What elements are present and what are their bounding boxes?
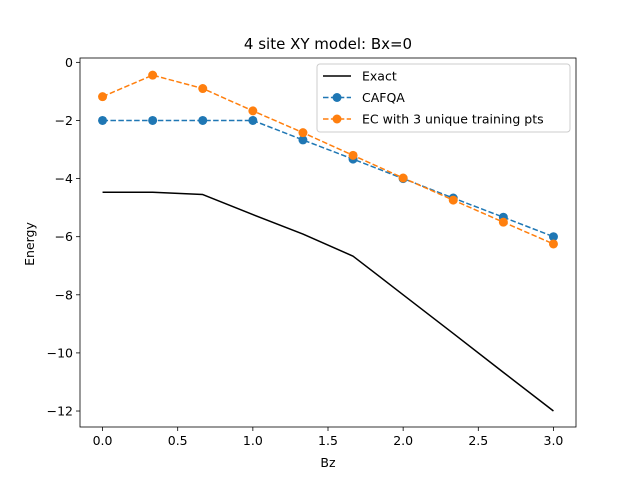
y-tick-label: −10 [47, 345, 73, 360]
series-line-2 [102, 74, 554, 245]
axes-frame [79, 57, 577, 428]
legend-frame [316, 63, 571, 133]
data-point [98, 115, 108, 125]
legend: Exact CAFQA EC with 3 unique training pts [316, 63, 571, 133]
data-point [298, 135, 308, 145]
data-point [148, 70, 158, 80]
data-point [398, 173, 408, 183]
data-point [198, 84, 208, 94]
y-tick-label: 0 [65, 55, 73, 70]
legend-marker-2 [332, 114, 342, 124]
x-axis-title: Bz [320, 455, 336, 470]
legend-marker-1 [332, 93, 342, 102]
y-tick-label: −12 [47, 404, 73, 419]
data-point [298, 128, 308, 138]
data-point [248, 115, 258, 125]
y-tick-label: −2 [55, 113, 73, 128]
data-point [98, 92, 108, 102]
series-line-1 [102, 119, 554, 238]
y-axis-title: Energy [22, 222, 37, 266]
legend-label-2: EC with 3 unique training pts [362, 112, 544, 127]
x-tick-label: 2.5 [468, 433, 488, 448]
y-tick-label: −8 [55, 287, 73, 302]
y-tick-label: −6 [55, 229, 73, 244]
chart-title: 4 site XY model: Bx=0 [244, 35, 412, 53]
data-point [548, 232, 558, 242]
plot-area: 0.0 0.5 1.0 1.5 2.0 2.5 3.0 0 −2 −4 −6 −8 −10 −12 [47, 55, 577, 448]
data-point [198, 115, 208, 125]
x-tick-label: 0.5 [168, 433, 188, 448]
data-point [548, 239, 558, 249]
data-point [248, 106, 258, 116]
x-tick-label: 2.0 [393, 433, 413, 448]
series-line-0 [102, 191, 554, 412]
data-point [148, 115, 158, 125]
legend-label-0: Exact [362, 69, 397, 84]
legend-label-1: CAFQA [362, 90, 405, 105]
data-point [498, 217, 508, 227]
data-point [448, 195, 458, 205]
x-tick-label: 1.5 [318, 433, 338, 448]
data-point [348, 150, 358, 160]
x-tick-label: 1.0 [243, 433, 263, 448]
y-tick-label: −4 [55, 171, 73, 186]
x-tick-label: 3.0 [544, 433, 564, 448]
x-tick-label: 0.0 [93, 433, 113, 448]
